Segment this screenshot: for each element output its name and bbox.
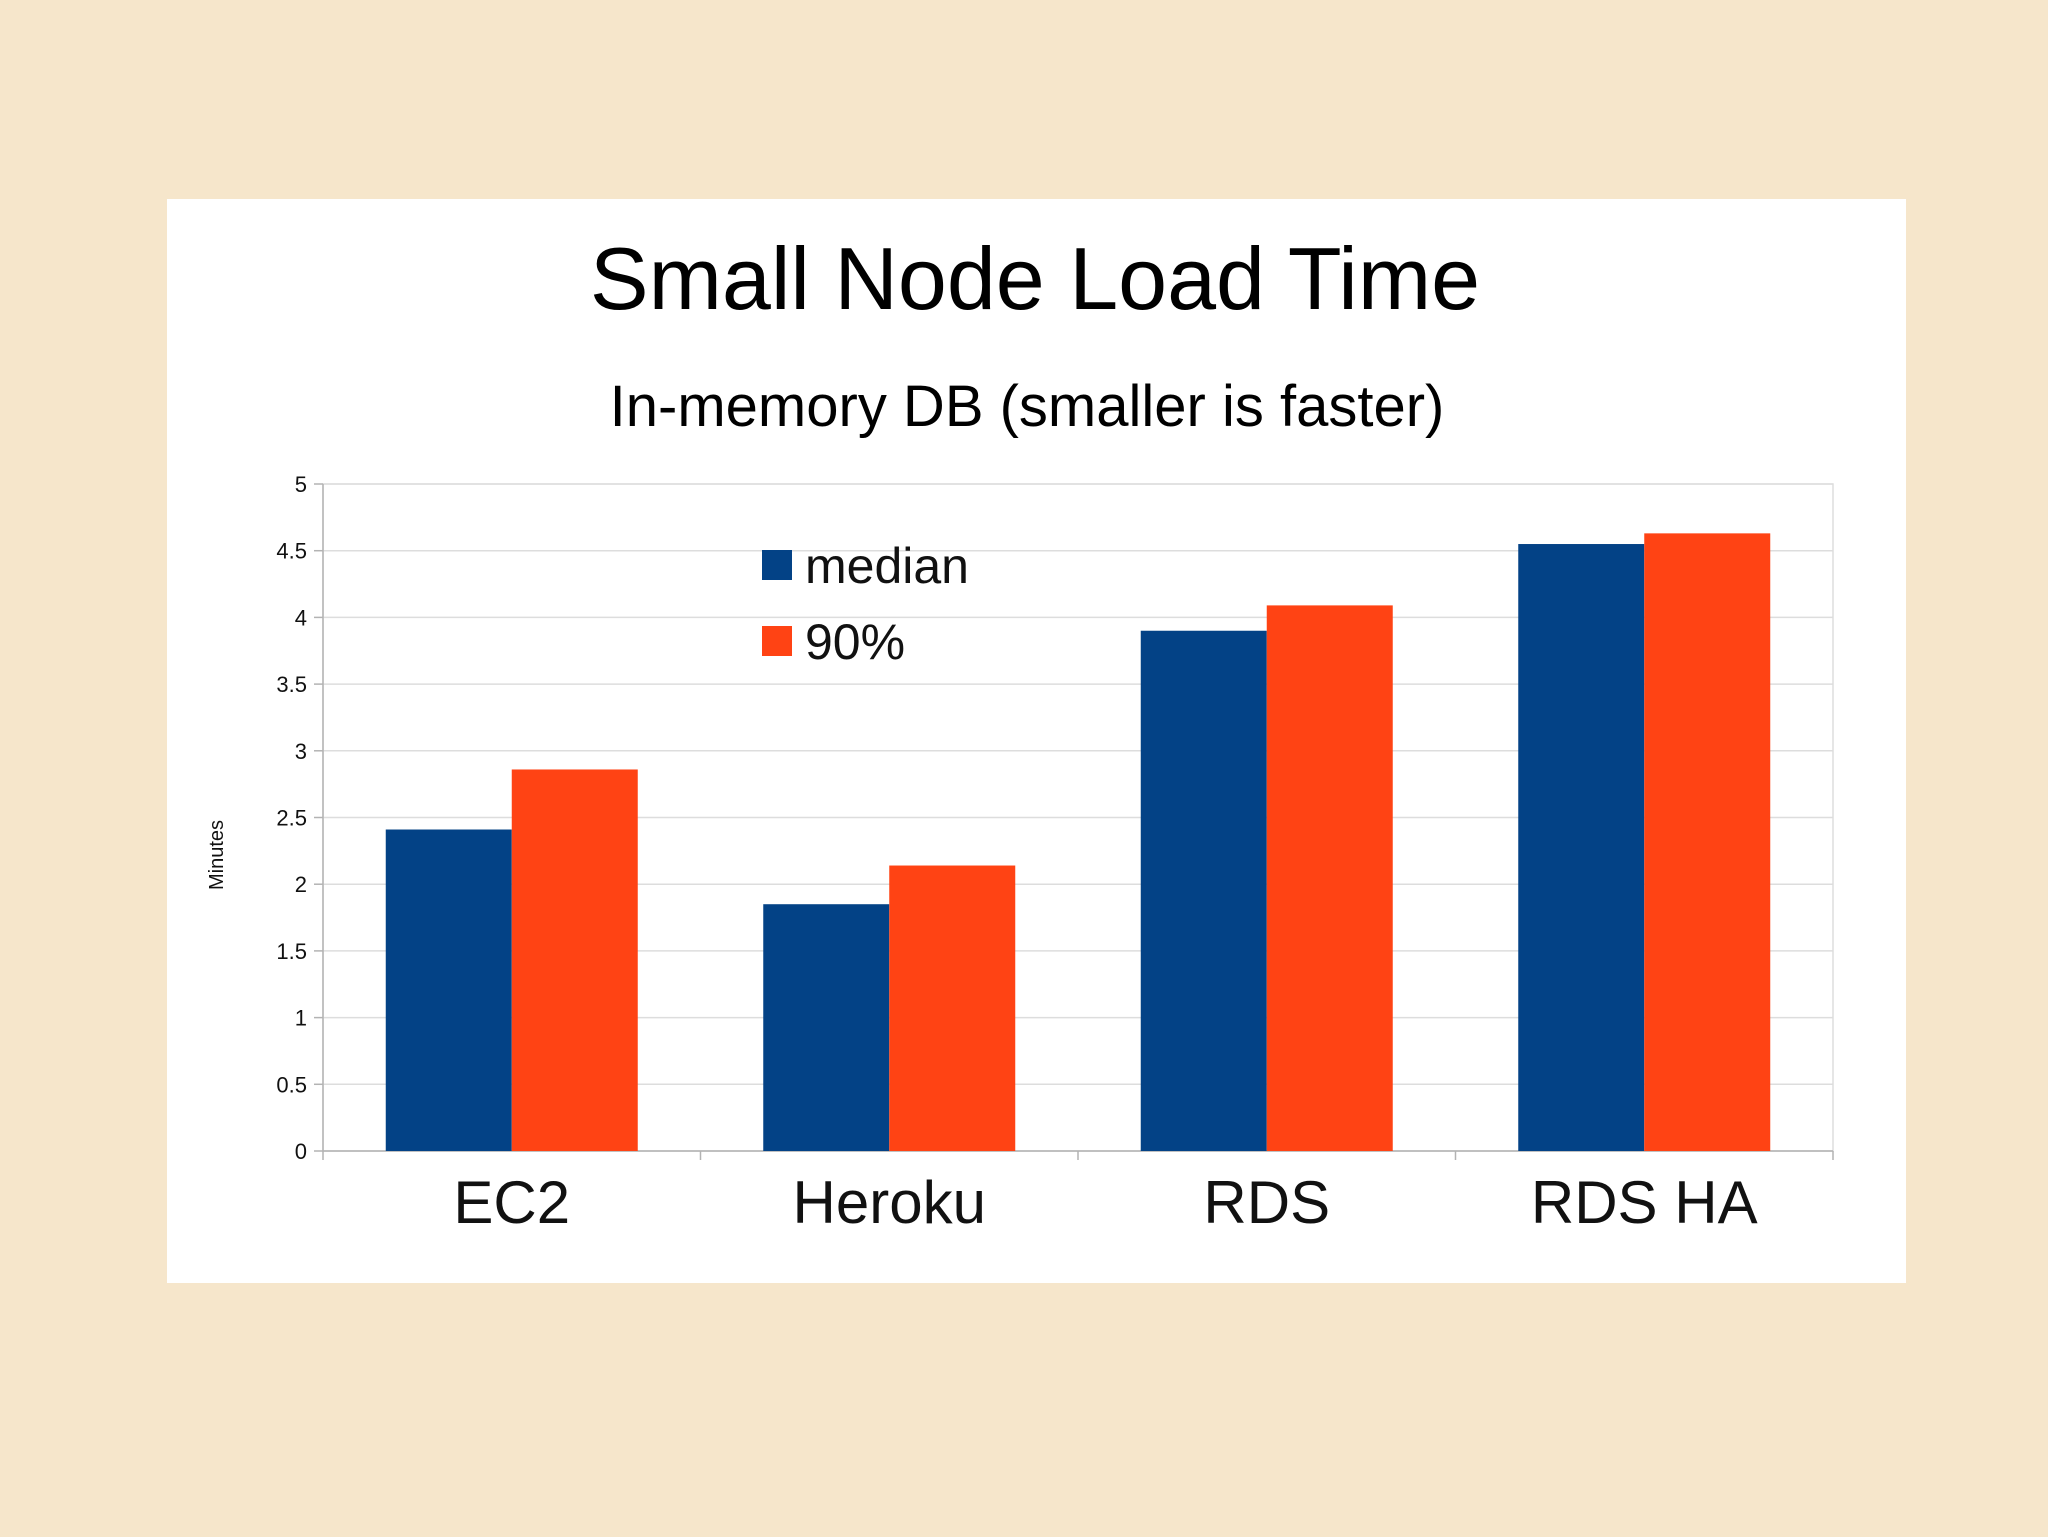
legend-swatch (762, 626, 792, 656)
y-tick-label: 3.5 (276, 672, 307, 697)
y-tick-label: 0.5 (276, 1072, 307, 1097)
bar-heroku-median (763, 904, 890, 1151)
chart-subtitle: In-memory DB (smaller is faster) (610, 374, 1445, 439)
y-tick-label: 3 (295, 739, 307, 764)
y-tick-label: 4.5 (276, 539, 307, 564)
bars (385, 533, 1771, 1151)
bar-rds-ha-p90 (1644, 533, 1771, 1151)
chart-panel: Small Node Load Time In-memory DB (small… (167, 199, 1906, 1283)
y-tick-label: 0 (295, 1139, 307, 1164)
x-tick-label: RDS (1203, 1169, 1330, 1236)
y-tick-label: 2.5 (276, 806, 307, 831)
bar-rds-ha-median (1518, 544, 1645, 1151)
y-axis-label: Minutes (206, 820, 228, 890)
y-tick-label: 1.5 (276, 939, 307, 964)
bar-ec2-p90 (511, 769, 638, 1151)
bar-rds-median (1140, 630, 1267, 1151)
bar-chart: Small Node Load Time In-memory DB (small… (206, 229, 1834, 1236)
legend: median 90% (762, 538, 969, 670)
x-tick-label: RDS HA (1531, 1169, 1758, 1236)
bar-rds-p90 (1266, 605, 1393, 1151)
legend-swatch (762, 550, 792, 580)
bar-ec2-median (385, 829, 512, 1151)
chart-title: Small Node Load Time (590, 229, 1480, 328)
y-tick-label: 1 (295, 1006, 307, 1031)
y-tick-label: 4 (295, 605, 307, 630)
legend-label: 90% (805, 614, 905, 670)
x-tick-label: Heroku (793, 1169, 986, 1236)
legend-label: median (805, 538, 969, 594)
axes: 0 0.5 1 1.5 2 2.5 3 3.5 4 4.5 5 EC2 Heroku RDS RDS HA (276, 472, 1834, 1236)
x-tick-label: EC2 (453, 1169, 570, 1236)
bar-heroku-p90 (889, 865, 1016, 1151)
y-tick-label: 2 (295, 872, 307, 897)
y-tick-label: 5 (295, 472, 307, 497)
